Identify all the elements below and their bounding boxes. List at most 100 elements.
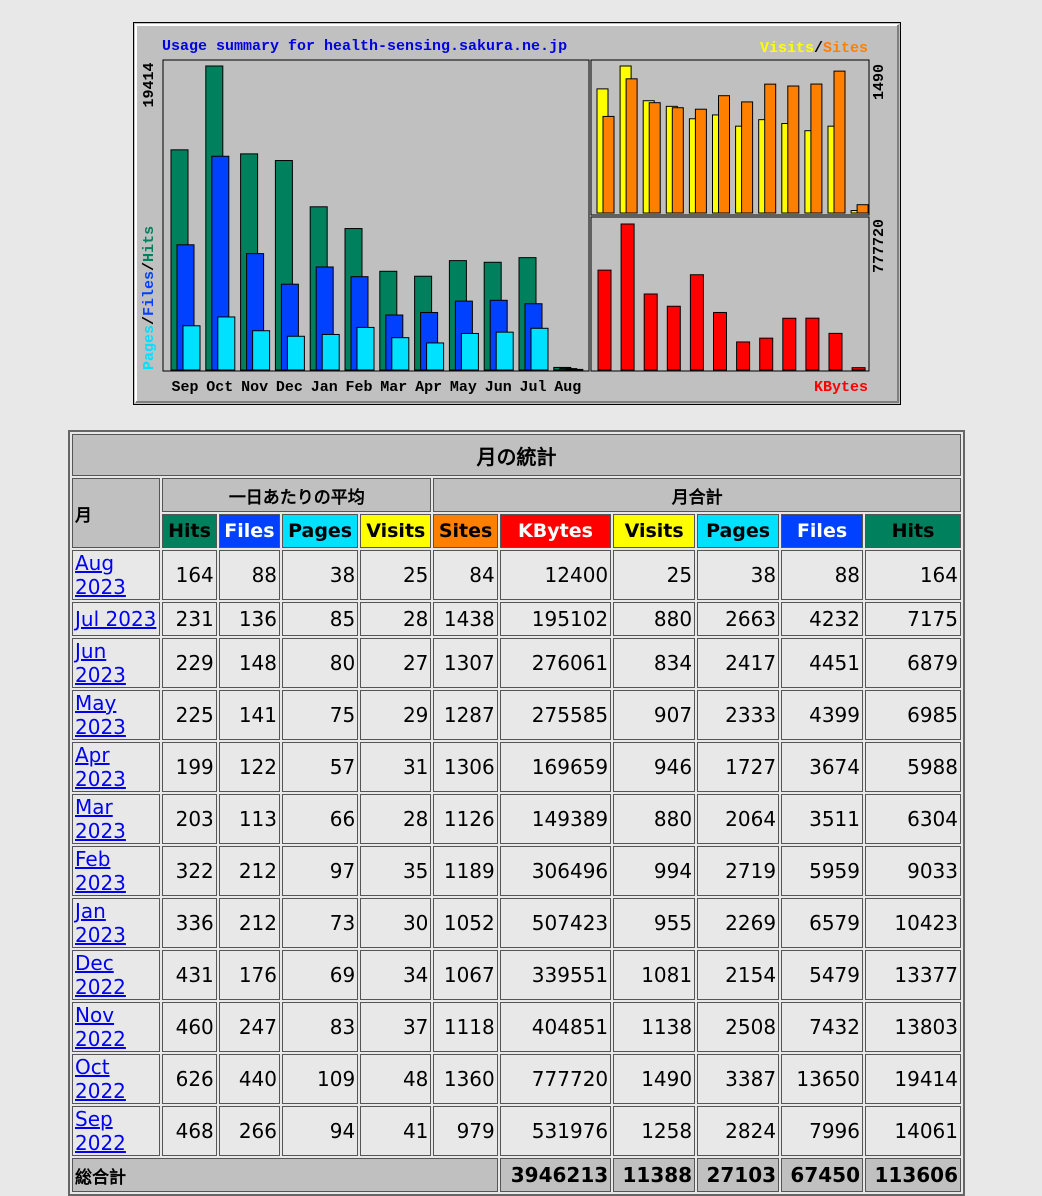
- month-cell: May 2023: [72, 690, 161, 740]
- column-header: Files: [218, 514, 281, 548]
- bar: [391, 337, 410, 371]
- month-link[interactable]: Aug 2023: [75, 551, 126, 599]
- bar: [426, 342, 445, 371]
- month-link[interactable]: Apr 2023: [75, 743, 126, 791]
- number-cell: 834: [613, 638, 696, 688]
- x-tick-label: Aug: [554, 379, 581, 396]
- month-link[interactable]: Sep 2022: [75, 1107, 126, 1155]
- number-cell: 2824: [697, 1106, 780, 1156]
- bar: [217, 316, 236, 371]
- bar: [856, 204, 869, 214]
- bar: [321, 333, 340, 371]
- row: May 2023 225 141 75 29 1287 275585 907 2333 4399 6…: [72, 690, 961, 740]
- number-cell: 531976: [499, 1106, 612, 1156]
- number-cell: 2333: [697, 690, 780, 740]
- number-cell: 97: [282, 846, 359, 896]
- number-cell: 66: [282, 794, 359, 844]
- number-cell: 247: [218, 1002, 281, 1052]
- number-cell: 212: [218, 846, 281, 896]
- month-link[interactable]: Jun 2023: [75, 639, 126, 687]
- bar: [851, 367, 866, 371]
- row: Feb 2023 322 212 97 35 1189 306496 994 2719 5959 9…: [72, 846, 961, 896]
- bar: [565, 368, 584, 371]
- y-tick-label: 777720: [871, 219, 888, 273]
- number-cell: 10423: [865, 898, 961, 948]
- row: Jun 2023 229 148 80 27 1307 276061 834 2417 4451 6…: [72, 638, 961, 688]
- row: Mar 2023 203 113 66 28 1126 149389 880 2064 3511 6…: [72, 794, 961, 844]
- bar: [643, 293, 658, 371]
- column-header: KBytes: [499, 514, 612, 548]
- bevel: [135, 24, 898, 402]
- x-tick-label: Jun: [485, 379, 512, 396]
- bar: [648, 102, 661, 214]
- month-link[interactable]: Jan 2023: [75, 899, 126, 947]
- number-cell: 7996: [781, 1106, 864, 1156]
- month-cell: Sep 2022: [72, 1106, 161, 1156]
- number-cell: 336: [162, 898, 217, 948]
- row: 月の統計: [72, 434, 961, 476]
- number-cell: 164: [865, 550, 961, 600]
- legend: Visits/Sites: [760, 40, 868, 57]
- x-tick-label: Feb: [345, 379, 372, 396]
- number-cell: 9033: [865, 846, 961, 896]
- number-cell: 28: [360, 794, 432, 844]
- number-cell: 109: [282, 1054, 359, 1104]
- bar: [787, 85, 800, 214]
- footer-total: 67450: [781, 1158, 864, 1192]
- month-cell: Nov 2022: [72, 1002, 161, 1052]
- number-cell: 266: [218, 1106, 281, 1156]
- month-link[interactable]: Jul 2023: [75, 607, 157, 631]
- number-cell: 5988: [865, 742, 961, 792]
- month-cell: Feb 2023: [72, 846, 161, 896]
- number-cell: 3674: [781, 742, 864, 792]
- bar: [736, 341, 751, 371]
- number-cell: 306496: [499, 846, 612, 896]
- number-cell: 880: [613, 794, 696, 844]
- x-tick-label: Dec: [276, 379, 303, 396]
- bar: [286, 335, 305, 371]
- x-tick-label: Mar: [380, 379, 407, 396]
- number-cell: 30: [360, 898, 432, 948]
- month-link[interactable]: Dec 2022: [75, 951, 126, 999]
- number-cell: 460: [162, 1002, 217, 1052]
- row: Sep 2022 468 266 94 41 979 531976 1258 2824 7996 1…: [72, 1106, 961, 1156]
- number-cell: 322: [162, 846, 217, 896]
- number-cell: 35: [360, 846, 432, 896]
- number-cell: 195102: [499, 602, 612, 636]
- number-cell: 468: [162, 1106, 217, 1156]
- number-cell: 31: [360, 742, 432, 792]
- month-link[interactable]: Mar 2023: [75, 795, 126, 843]
- y-tick-label: 1490: [871, 64, 888, 100]
- number-cell: 955: [613, 898, 696, 948]
- legend-entry: Visits: [760, 40, 814, 57]
- x-tick-label: Nov: [241, 379, 268, 396]
- legend-entry: Pages: [141, 325, 158, 370]
- month-header: 月: [72, 478, 161, 548]
- group-header: 一日あたりの平均: [162, 478, 432, 512]
- month-link[interactable]: Feb 2023: [75, 847, 126, 895]
- footer-total: 113606: [865, 1158, 961, 1192]
- bar: [828, 332, 843, 371]
- number-cell: 148: [218, 638, 281, 688]
- month-link[interactable]: Oct 2022: [75, 1055, 126, 1103]
- number-cell: 88: [781, 550, 864, 600]
- number-cell: 6304: [865, 794, 961, 844]
- column-header: Pages: [282, 514, 359, 548]
- number-cell: 75: [282, 690, 359, 740]
- bar: [759, 337, 774, 371]
- month-cell: Jun 2023: [72, 638, 161, 688]
- x-tick-label: Apr: [415, 379, 442, 396]
- column-header: Pages: [697, 514, 780, 548]
- number-cell: 3511: [781, 794, 864, 844]
- month-cell: Apr 2023: [72, 742, 161, 792]
- bar: [810, 83, 823, 214]
- month-link[interactable]: Nov 2022: [75, 1003, 126, 1051]
- row: 総合計 3946213 11388 27103 67450 113606: [72, 1158, 961, 1192]
- bar: [620, 223, 635, 371]
- number-cell: 1307: [433, 638, 498, 688]
- number-cell: 431: [162, 950, 217, 1000]
- bar: [182, 325, 201, 371]
- number-cell: 13377: [865, 950, 961, 1000]
- month-link[interactable]: May 2023: [75, 691, 126, 739]
- number-cell: 48: [360, 1054, 432, 1104]
